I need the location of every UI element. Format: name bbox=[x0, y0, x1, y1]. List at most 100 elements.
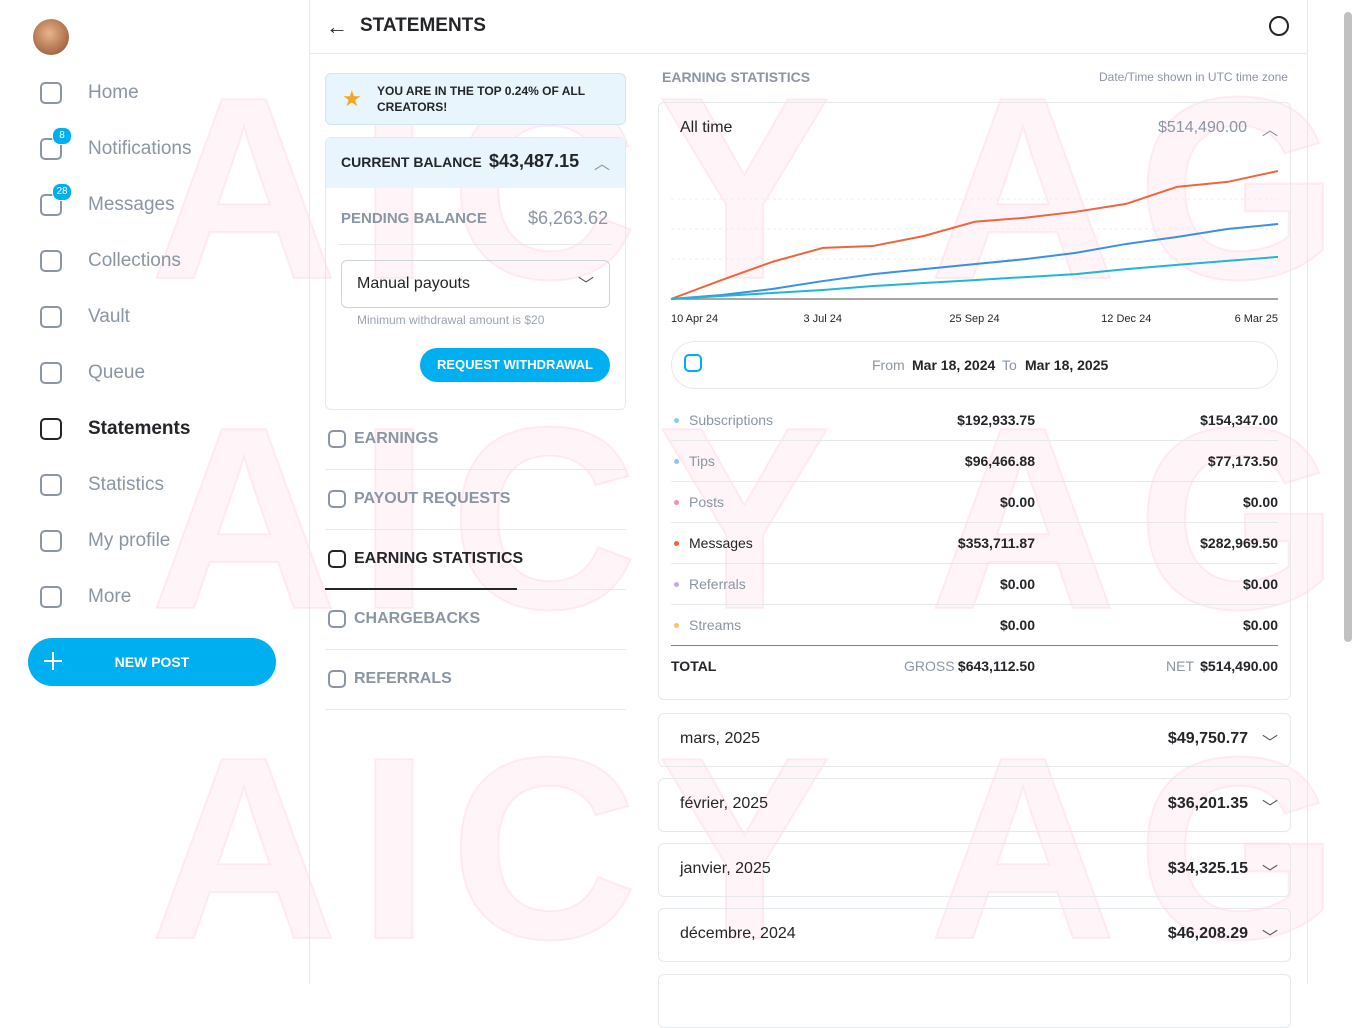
gross: $0.00 bbox=[999, 617, 1035, 633]
amount: $36,201.35 bbox=[1167, 795, 1248, 812]
month: décembre, 2024 bbox=[680, 925, 796, 942]
avatar bbox=[33, 19, 69, 55]
dot bbox=[674, 500, 679, 505]
badge: 28 bbox=[52, 183, 72, 201]
chevron: ﹀ bbox=[1262, 865, 1279, 882]
tab[interactable]: EARNINGS bbox=[354, 430, 439, 447]
nav-icon bbox=[40, 138, 62, 160]
nav-item[interactable]: More bbox=[88, 586, 132, 607]
nav-icon bbox=[40, 530, 62, 552]
gross: $0.00 bbox=[999, 494, 1035, 510]
row-name: Subscriptions bbox=[689, 412, 774, 428]
label: GROSS bbox=[904, 658, 955, 674]
label: CURRENT BALANCE bbox=[341, 154, 482, 170]
hl bbox=[339, 244, 612, 245]
banner bbox=[325, 73, 626, 125]
gross: $353,711.87 bbox=[957, 535, 1035, 551]
row-divider bbox=[671, 522, 1278, 523]
x-tick-label: 25 Sep 24 bbox=[949, 313, 999, 325]
row-divider bbox=[671, 440, 1278, 441]
gross: $192,933.75 bbox=[957, 412, 1035, 428]
divider bbox=[1307, 0, 1308, 984]
tab-divider bbox=[325, 469, 626, 470]
back-arrow[interactable]: ← bbox=[326, 14, 348, 39]
tab[interactable]: EARNING STATISTICS bbox=[354, 550, 524, 567]
tab[interactable]: CHARGEBACKS bbox=[354, 610, 481, 627]
date-range[interactable] bbox=[671, 341, 1278, 389]
month: mars, 2025 bbox=[680, 730, 761, 747]
nav-item[interactable]: Statistics bbox=[88, 474, 165, 495]
nav-item[interactable]: Messages bbox=[88, 194, 175, 215]
dot bbox=[674, 582, 679, 587]
amount: $34,325.15 bbox=[1167, 860, 1248, 877]
label: From bbox=[872, 357, 905, 373]
row-name: Referrals bbox=[689, 576, 746, 592]
dot bbox=[674, 418, 679, 423]
net: $514,490.00 bbox=[1200, 658, 1278, 674]
month-card[interactable] bbox=[658, 713, 1291, 767]
row-divider bbox=[671, 645, 1278, 646]
row-divider bbox=[671, 481, 1278, 482]
amount: $46,208.29 bbox=[1167, 925, 1248, 942]
nav-item[interactable]: Collections bbox=[88, 250, 181, 271]
nav-icon bbox=[40, 250, 62, 272]
nav-item[interactable]: Home bbox=[88, 82, 139, 103]
nav-item[interactable]: My profile bbox=[88, 530, 171, 551]
page-title: STATEMENTS bbox=[360, 15, 486, 36]
net: $77,173.50 bbox=[1207, 453, 1278, 469]
chevron: ﹀ bbox=[1262, 800, 1279, 817]
tab[interactable]: PAYOUT REQUESTS bbox=[354, 490, 511, 507]
net: $282,969.50 bbox=[1200, 535, 1278, 551]
month: janvier, 2025 bbox=[680, 860, 771, 877]
period: All time bbox=[680, 119, 733, 136]
nav-item[interactable]: Queue bbox=[88, 362, 146, 383]
x-tick-label: 3 Jul 24 bbox=[803, 313, 842, 325]
help-icon[interactable] bbox=[1269, 16, 1289, 36]
page: {"watermark":"AICY AGENCY", "sidebar":{"… bbox=[28, 0, 1354, 1028]
value: $43,487.15 bbox=[489, 151, 580, 171]
net: $154,347.00 bbox=[1200, 412, 1278, 428]
period-total: $514,490.00 bbox=[1158, 119, 1247, 136]
new-post-button[interactable]: NEW POST bbox=[28, 638, 276, 686]
divider bbox=[309, 0, 310, 984]
nav-item[interactable]: Vault bbox=[88, 306, 130, 327]
month: février, 2025 bbox=[680, 795, 769, 812]
tab-divider bbox=[325, 709, 626, 710]
select[interactable]: Manual payouts bbox=[341, 260, 610, 308]
tab-icon bbox=[328, 430, 346, 448]
app: AICY AGENCYAICY AGENCYAICY AGENCYHomeNot… bbox=[28, 0, 1354, 1028]
x-tick-label: 10 Apr 24 bbox=[671, 313, 718, 325]
nav-icon bbox=[40, 82, 62, 104]
nav-item[interactable]: Statements bbox=[88, 418, 191, 439]
tab-divider bbox=[325, 649, 626, 650]
scrollbar bbox=[1344, 12, 1352, 642]
month-card[interactable] bbox=[658, 843, 1291, 897]
tab-icon bbox=[328, 550, 346, 568]
value: $6,263.62 bbox=[528, 208, 609, 228]
dot bbox=[674, 459, 679, 464]
chevron: ︿ bbox=[1262, 122, 1279, 139]
x-tick-label: 6 Mar 25 bbox=[1235, 313, 1278, 325]
divider bbox=[310, 53, 1307, 54]
nav-icon bbox=[40, 474, 62, 496]
month-card[interactable] bbox=[658, 908, 1291, 962]
row-name: Posts bbox=[689, 494, 725, 510]
gross: $643,112.50 bbox=[957, 658, 1035, 674]
banner-text: YOU ARE IN THE TOP 0.24% OF ALL CREATORS… bbox=[377, 84, 585, 114]
line-series bbox=[670, 223, 1279, 300]
tab[interactable]: REFERRALS bbox=[354, 670, 452, 687]
net: $0.00 bbox=[1242, 576, 1278, 592]
nav-item[interactable]: Notifications bbox=[88, 138, 192, 159]
x-tick-label: 12 Dec 24 bbox=[1101, 313, 1151, 325]
withdraw-button[interactable]: REQUEST WITHDRAWAL bbox=[420, 348, 610, 382]
month-card[interactable] bbox=[658, 778, 1291, 832]
row-divider bbox=[671, 604, 1278, 605]
row-name: Messages bbox=[689, 535, 753, 551]
nav-icon bbox=[40, 418, 62, 440]
month-card bbox=[658, 974, 1291, 1028]
chevron: ﹀ bbox=[578, 277, 595, 294]
date: Mar 18, 2025 bbox=[1025, 357, 1109, 373]
dot bbox=[674, 541, 679, 546]
tab-underline bbox=[325, 588, 517, 590]
chart: 10 Apr 24 3 Jul 24 25 Sep 24 12 Dec 24 6 Mar… bbox=[670, 169, 1279, 325]
